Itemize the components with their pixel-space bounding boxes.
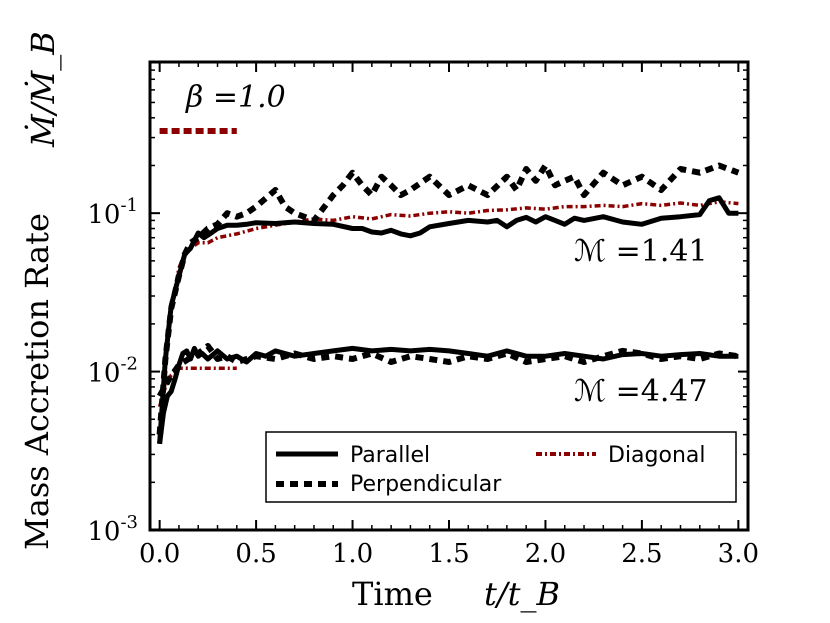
axis-ticks: 0.0 0.5 1.0 1.5 2.0 2.5 3.0 10-1 10-2 10-3 (87, 61, 759, 569)
y-tick-label: 10-2 (87, 354, 138, 389)
x-axis-title: Time (352, 575, 433, 613)
legend-box (265, 431, 737, 503)
x-tick-label: 3.0 (718, 539, 759, 569)
series-parallel-m-4-47 (157, 345, 739, 445)
y-axis-title: Mass Accretion Rate (18, 213, 56, 550)
y-tick-label: 10-3 (87, 512, 138, 547)
legend-perpendicular-label: Perpendicular (350, 472, 502, 497)
legend: Parallel Perpendicular Diagonal (265, 431, 737, 503)
legend-parallel-label: Parallel (350, 443, 430, 468)
mach-high-annotation: ℳ =1.41 (574, 234, 708, 269)
y-tick-label: 10-1 (87, 195, 138, 230)
x-tick-label: 0.5 (235, 539, 276, 569)
legend-diagonal-label: Diagonal (608, 443, 706, 468)
x-tick-label: 1.5 (428, 539, 469, 569)
series-diagonal-m-1-41 (157, 200, 739, 435)
x-tick-label: 2.0 (525, 539, 566, 569)
series-parallel-m-1-41 (157, 195, 739, 444)
x-axis-variable: t/t_B (484, 575, 560, 613)
series-group (156, 128, 740, 445)
series-diagonal-m-4-47 (157, 366, 237, 408)
mach-low-annotation: ℳ =4.47 (574, 374, 708, 409)
x-tick-label: 1.0 (332, 539, 373, 569)
y-axis-ratio-label: Ṁ/Ṁ_B (24, 31, 62, 148)
x-tick-label: 0.0 (139, 539, 180, 569)
series-perpendicular-m-1-41 (156, 162, 740, 435)
x-tick-label: 2.5 (621, 539, 662, 569)
beta-annotation: β =1.0 (185, 80, 286, 115)
